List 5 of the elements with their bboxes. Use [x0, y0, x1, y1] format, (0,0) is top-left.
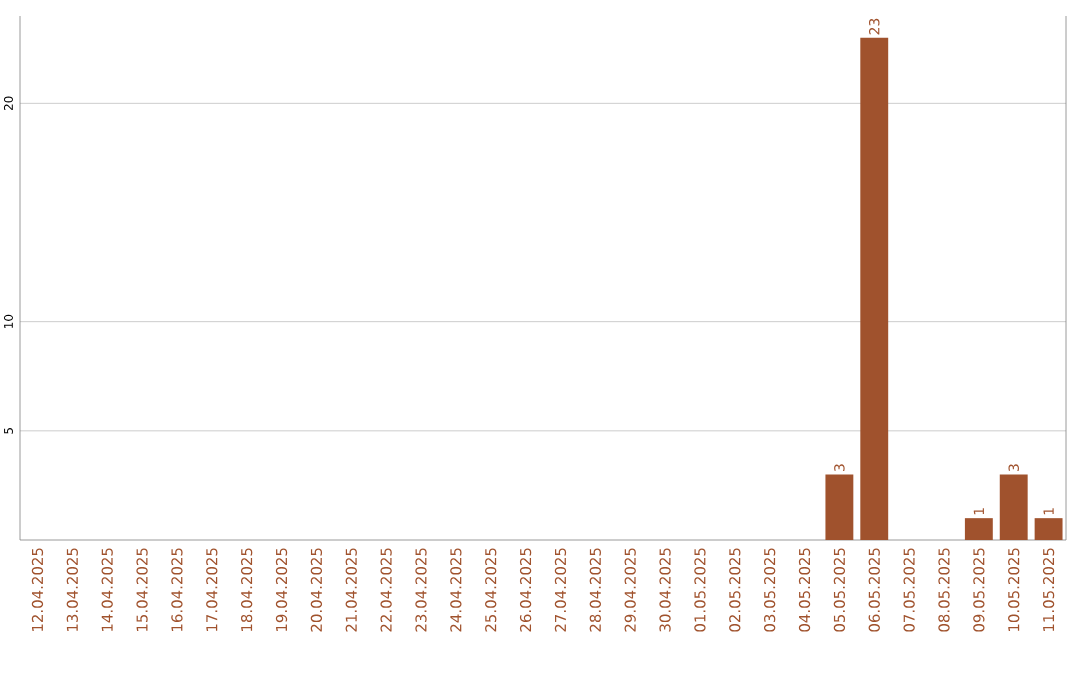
- bar: [1034, 518, 1063, 540]
- bar: [825, 474, 854, 540]
- bar: [860, 37, 889, 540]
- bar: [964, 518, 993, 540]
- bar: [999, 474, 1028, 540]
